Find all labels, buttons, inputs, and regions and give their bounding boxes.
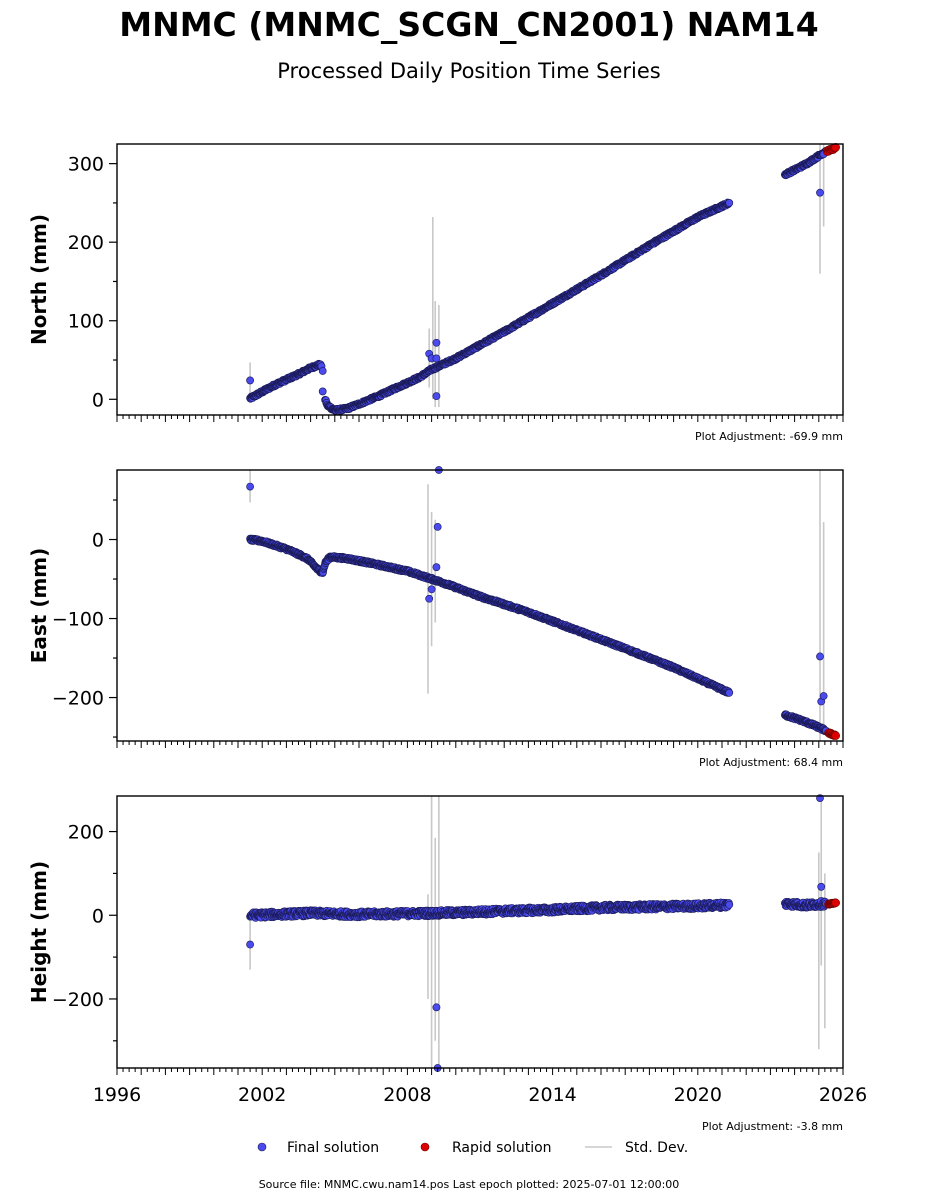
rapid-solution-point bbox=[831, 898, 840, 908]
final-solution-point bbox=[725, 688, 734, 697]
final-solution-points bbox=[246, 534, 830, 736]
legend-rapid-marker bbox=[420, 1142, 430, 1152]
y-axis-label: North (mm) bbox=[27, 214, 51, 345]
final-solution-point bbox=[819, 692, 828, 700]
y-tick-label: −100 bbox=[52, 609, 104, 631]
legend-final-marker bbox=[257, 1142, 267, 1152]
final-solution-points bbox=[246, 147, 830, 415]
final-solution-point bbox=[318, 387, 327, 396]
final-solution-point bbox=[432, 354, 441, 363]
y-tick-label: 200 bbox=[68, 822, 104, 844]
final-solution-point bbox=[427, 585, 436, 594]
final-solution-point bbox=[433, 522, 442, 531]
y-axis-label: Height (mm) bbox=[27, 861, 51, 1003]
plot-adjustment-note: Plot Adjustment: -3.8 mm bbox=[702, 1120, 843, 1133]
north-panel: 0 100 200 300 North (mm) Plot Adjustment: -69… bbox=[27, 143, 844, 443]
y-tick-label: −200 bbox=[52, 989, 104, 1011]
final-solution-point bbox=[432, 563, 441, 572]
final-solution-point bbox=[816, 652, 824, 661]
axes-frame bbox=[116, 795, 844, 1069]
axes-frame bbox=[116, 469, 844, 742]
legend-rapid-label: Rapid solution bbox=[452, 1140, 552, 1156]
final-solution-point bbox=[432, 1003, 441, 1012]
source-footer: Source file: MNMC.cwu.nam14.pos Last epo… bbox=[259, 1178, 680, 1191]
final-solution-points bbox=[246, 897, 830, 922]
rapid-solution-point bbox=[831, 731, 840, 740]
final-solution-point bbox=[246, 940, 254, 949]
y-tick-label: 100 bbox=[68, 311, 104, 333]
final-solution-point bbox=[725, 199, 734, 207]
legend: Final solution Rapid solution Std. Dev. bbox=[257, 1140, 688, 1156]
x-tick-label: 2014 bbox=[528, 1084, 576, 1106]
y-tick-label: −200 bbox=[52, 688, 104, 710]
y-axis-label: East (mm) bbox=[27, 548, 51, 664]
y-tick-label: 200 bbox=[68, 232, 104, 254]
x-tick-label: 2008 bbox=[383, 1084, 431, 1106]
final-solution-point bbox=[425, 594, 434, 603]
plot-adjustment-note: Plot Adjustment: -69.9 mm bbox=[695, 430, 843, 443]
y-tick-label: 0 bbox=[92, 905, 104, 927]
height-panel: −200 0 200 1996 2002 2008 2014 2020 2026 Height (… bbox=[27, 794, 867, 1133]
final-solution-point bbox=[246, 482, 254, 491]
final-solution-point bbox=[432, 392, 441, 401]
final-solution-point bbox=[816, 188, 824, 197]
legend-std-label: Std. Dev. bbox=[625, 1140, 688, 1156]
final-solution-point bbox=[432, 338, 441, 347]
axes-frame bbox=[116, 143, 844, 416]
east-panel: −200 −100 0 East (mm) Plot Adjustment: 68.4 … bbox=[27, 466, 844, 769]
y-tick-label: 300 bbox=[68, 154, 104, 176]
plot-adjustment-note: Plot Adjustment: 68.4 mm bbox=[699, 756, 843, 769]
figure-title: MNMC (MNMC_SCGN_CN2001) NAM14 bbox=[119, 5, 818, 44]
final-solution-point bbox=[246, 376, 254, 385]
final-solution-point bbox=[817, 882, 826, 891]
legend-final-label: Final solution bbox=[287, 1140, 379, 1156]
figure-subtitle: Processed Daily Position Time Series bbox=[277, 59, 661, 83]
x-tick-label: 2002 bbox=[238, 1084, 286, 1106]
final-solution-point bbox=[725, 900, 734, 909]
x-tick-label: 2026 bbox=[819, 1084, 867, 1106]
y-tick-label: 0 bbox=[92, 389, 104, 411]
x-tick-label: 1996 bbox=[93, 1084, 141, 1106]
x-tick-label: 2020 bbox=[674, 1084, 722, 1106]
y-tick-label: 0 bbox=[92, 530, 104, 552]
final-solution-point bbox=[318, 367, 327, 375]
